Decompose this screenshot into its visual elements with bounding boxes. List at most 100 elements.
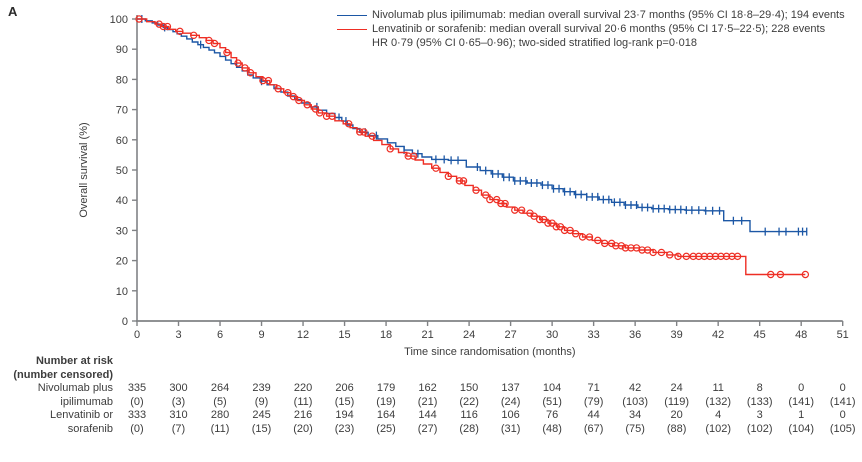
censor-circle-mark: [135, 15, 143, 23]
censor-circle-mark: [284, 88, 292, 97]
x-tick-label: 33: [588, 329, 600, 341]
censor-circle-mark: [486, 195, 494, 204]
risk-cell: 42: [629, 382, 642, 394]
risk-table-header-line2: (number censored): [13, 368, 113, 381]
x-tick-label: 30: [546, 329, 558, 341]
censor-circle-mark: [360, 128, 368, 136]
x-tick-label: 27: [504, 329, 516, 341]
risk-cell: (3): [171, 395, 186, 408]
censor-circle-mark: [674, 252, 682, 261]
x-tick-label: 15: [338, 329, 350, 341]
y-tick-label: 70: [116, 105, 128, 117]
censor-circle-mark: [556, 223, 565, 231]
censor-circle-mark: [517, 206, 526, 214]
risk-row-label-lenvatinib: Lenvatinib or sorafenib: [50, 409, 113, 435]
censor-circle-mark: [246, 69, 255, 77]
y-tick-label: 30: [116, 225, 128, 237]
censor-circle-mark: [210, 39, 219, 48]
censor-circle-mark: [695, 252, 703, 261]
censor-circle-mark: [481, 191, 490, 199]
risk-cell: 333: [127, 409, 147, 421]
risk-cell: 44: [587, 409, 600, 421]
risk-table-header-line1: Number at risk: [35, 355, 113, 367]
risk-cell: 179: [376, 382, 396, 394]
censor-circle-mark: [594, 236, 602, 245]
risk-table-header: Number at risk (number censored): [0, 355, 113, 382]
censor-circle-mark: [205, 36, 213, 45]
risk-cell: 3: [756, 409, 763, 421]
censor-circle-mark: [540, 215, 548, 224]
censor-circle-mark: [322, 112, 331, 120]
risk-cell: (132): [705, 395, 731, 408]
y-tick-label: 10: [116, 286, 128, 298]
risk-cell: (88): [666, 422, 687, 435]
censor-circle-mark: [728, 252, 736, 261]
lenvatinib-curve: [137, 18, 806, 276]
risk-cell: 1: [798, 409, 805, 421]
risk-cell: 144: [418, 409, 437, 421]
risk-cell: (5): [213, 395, 227, 408]
censor-circle-mark: [501, 199, 509, 208]
censor-circle-mark: [548, 219, 556, 227]
censor-circle-mark: [544, 219, 552, 227]
risk-cell: (119): [664, 395, 690, 408]
censor-circle-mark: [566, 226, 574, 235]
censor-circle-mark: [259, 76, 267, 85]
legend-item-lenvatinib: Lenvatinib or sorafenib: median overall …: [337, 22, 845, 36]
risk-cell: 162: [418, 382, 437, 394]
risk-cell: 310: [169, 409, 188, 421]
censor-circle-mark: [472, 186, 480, 194]
y-tick-label: 0: [122, 316, 128, 328]
censor-circle-mark: [345, 120, 353, 128]
legend: Nivolumab plus ipilimumab: median overal…: [337, 8, 845, 50]
risk-cell: 116: [460, 409, 478, 421]
y-tick-label: 60: [116, 135, 128, 147]
risk-cell: 71: [587, 382, 600, 394]
censor-circle-mark: [621, 244, 630, 252]
x-tick-label: 9: [258, 329, 264, 341]
risk-cell: 34: [629, 409, 642, 421]
censor-circle-mark: [552, 223, 560, 231]
risk-cell: 8: [756, 382, 763, 394]
y-axis-label: Overall survival (%): [78, 122, 90, 218]
y-tick-label: 50: [116, 165, 128, 177]
risk-cell: 220: [293, 382, 313, 394]
censor-circle-mark: [706, 252, 714, 261]
risk-cell: (48): [542, 422, 562, 435]
risk-cell: (15): [251, 422, 272, 435]
x-tick-label: 39: [671, 329, 683, 341]
risk-cell: 20: [670, 409, 683, 421]
y-tick-label: 80: [116, 74, 128, 86]
censor-circle-mark: [234, 59, 242, 67]
risk-cell: (103): [622, 395, 648, 408]
censor-circle-mark: [700, 252, 709, 261]
risk-cell: (67): [583, 422, 604, 435]
x-tick-label: 0: [134, 329, 140, 341]
censor-circle-mark: [801, 270, 810, 279]
risk-cell: (104): [788, 422, 815, 435]
risk-cell: (11): [293, 395, 313, 408]
censor-circle-mark: [163, 22, 172, 31]
censor-circle-mark: [311, 105, 320, 113]
risk-cell: 150: [459, 382, 479, 394]
censor-circle-mark: [511, 206, 519, 214]
censor-circle-mark: [356, 128, 364, 136]
y-tick-label: 20: [116, 256, 128, 268]
x-axis-label: Time since randomisation (months): [404, 346, 575, 358]
panel-label: A: [8, 4, 18, 19]
censor-circle-mark: [638, 246, 646, 254]
risk-cell: 76: [545, 409, 559, 421]
censor-circle-mark: [303, 101, 311, 109]
censor-circle-mark: [733, 252, 742, 261]
legend-text-hr: HR 0·79 (95% CI 0·65–0·96); two-sided st…: [372, 37, 697, 49]
censor-circle-mark: [571, 230, 580, 238]
censor-circle-mark: [585, 233, 594, 241]
risk-cell: (0): [130, 422, 144, 435]
x-tick-label: 24: [463, 329, 475, 341]
censor-circle-mark: [315, 109, 324, 117]
x-tick-label: 12: [297, 329, 309, 341]
censor-circle-mark: [459, 177, 468, 185]
risk-cell: 300: [169, 382, 188, 394]
risk-cell: 335: [127, 382, 147, 394]
